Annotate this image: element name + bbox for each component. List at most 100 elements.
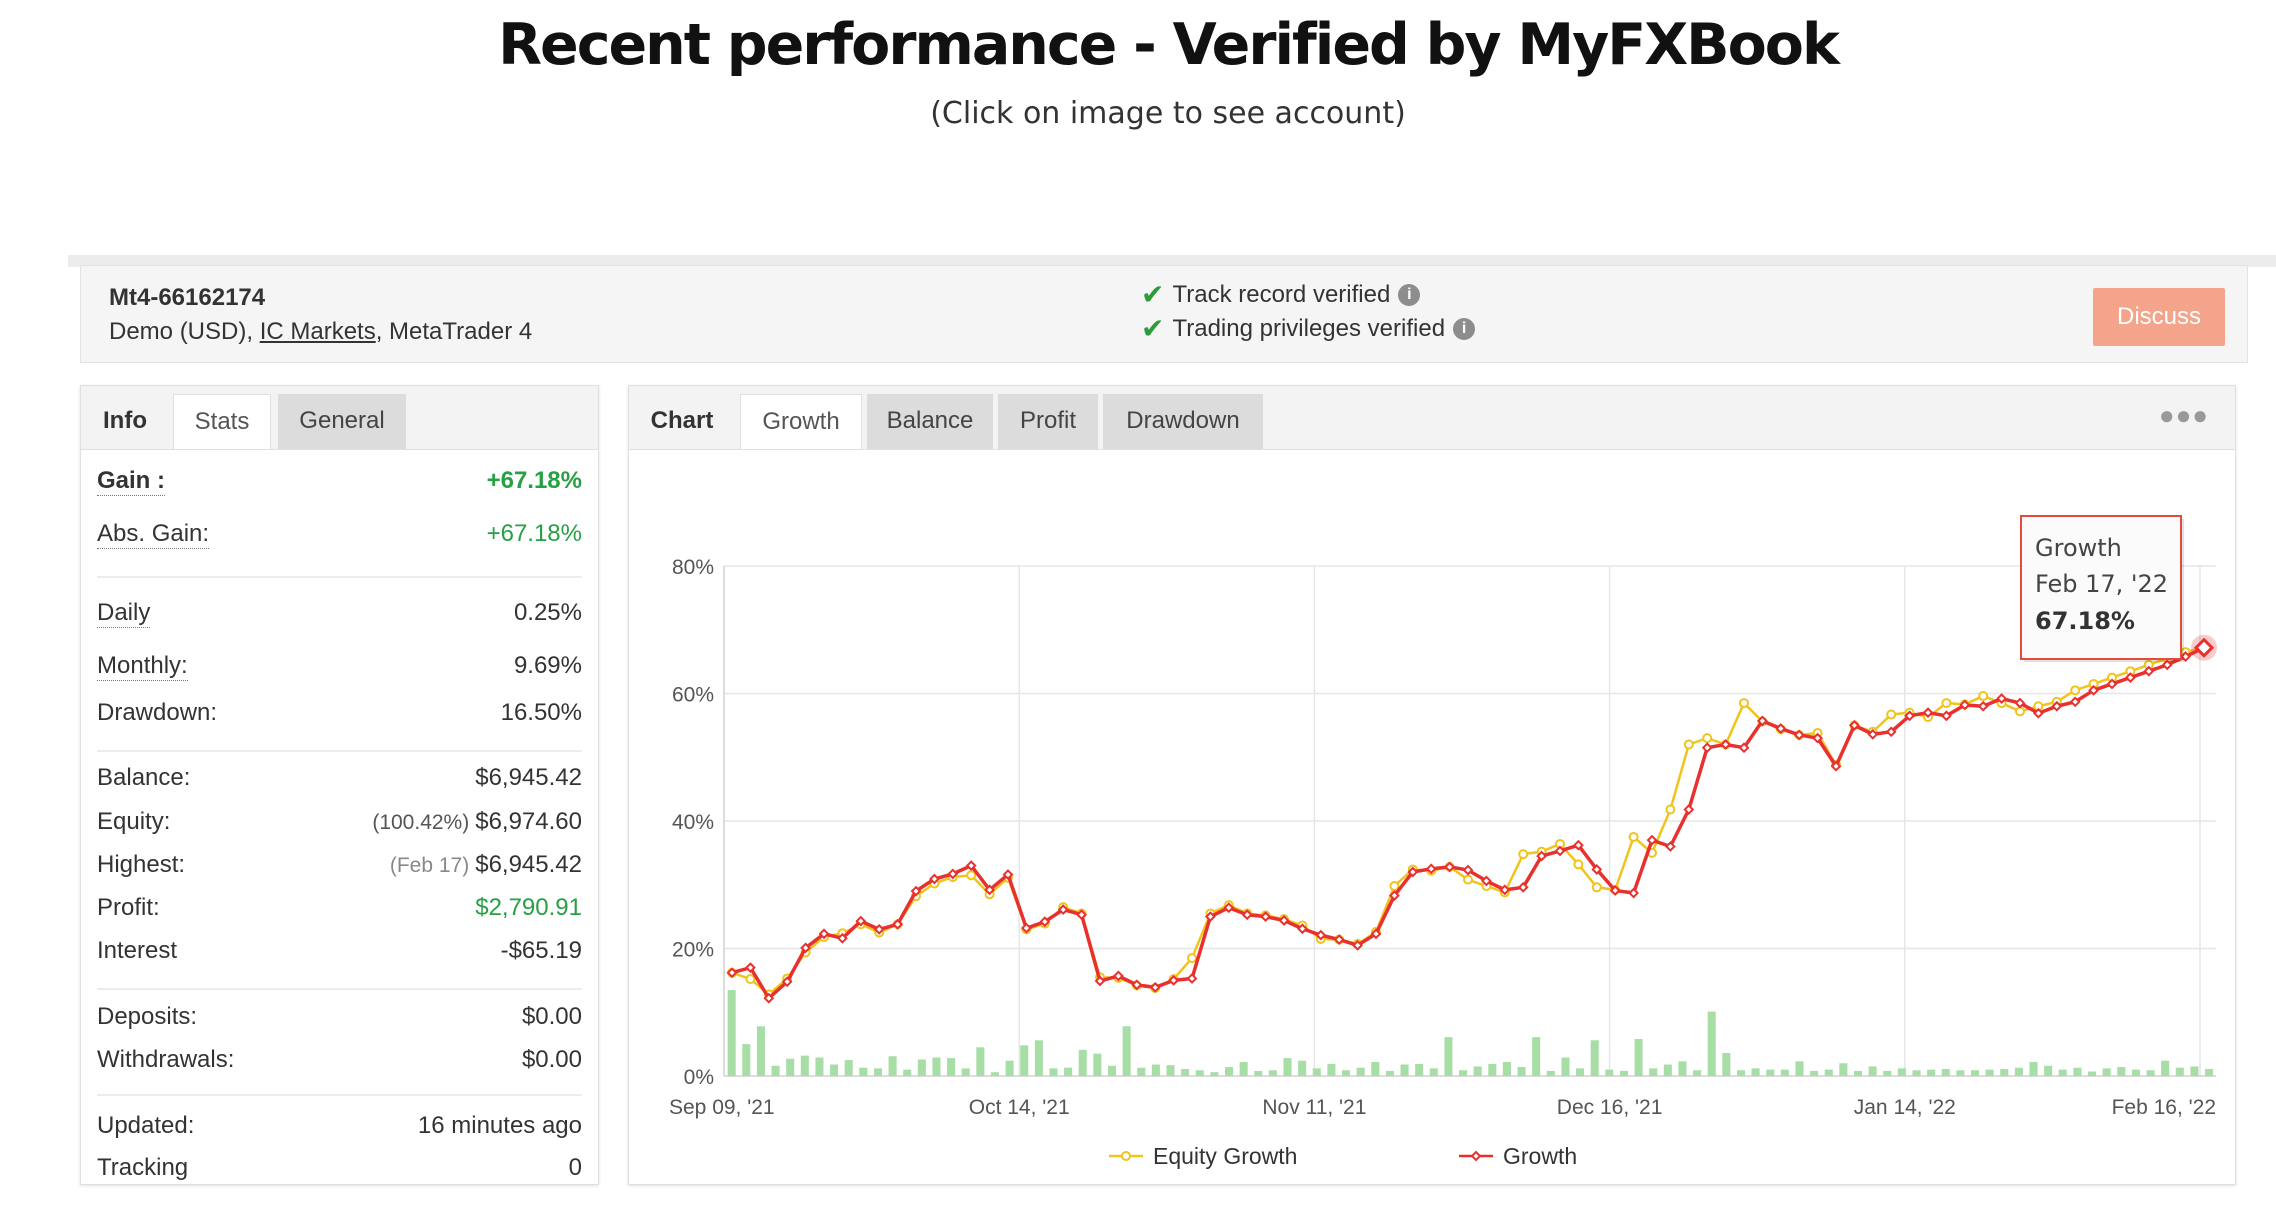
growth-point (1480, 875, 1492, 887)
daily-bar (1356, 1067, 1365, 1076)
daily-bar (1678, 1061, 1687, 1076)
stat-profit: Profit: $2,790.91 (97, 894, 582, 928)
daily-bar (1576, 1068, 1585, 1076)
daily-bar (1722, 1053, 1731, 1076)
daily-bar (1005, 1060, 1014, 1076)
growth-point (1646, 834, 1658, 846)
daily-bar (1239, 1061, 1248, 1076)
daily-bar (1736, 1070, 1745, 1076)
growth-point (2161, 659, 2173, 671)
gain-label: Gain : (97, 467, 166, 496)
daily-bar (1927, 1069, 1936, 1076)
equity-growth-point (1739, 698, 1749, 709)
equity-label: Equity: (97, 808, 171, 835)
daily-bar (2146, 1070, 2155, 1076)
daily-bar (1810, 1070, 1819, 1076)
account-type: Demo (USD), (109, 318, 254, 345)
tab-balance[interactable]: Balance (867, 394, 993, 449)
tab-stats[interactable]: Stats (173, 394, 271, 449)
equity-growth-point (2070, 685, 2081, 696)
daily-bar (1517, 1067, 1526, 1076)
daily-bar (2117, 1067, 2126, 1076)
stat-drawdown: Drawdown: 16.50% (97, 699, 582, 733)
interest-label: Interest (97, 937, 178, 964)
equity-growth-point (1389, 881, 1400, 892)
daily-bar (1941, 1068, 1950, 1076)
growth-point (1756, 715, 1768, 727)
growth-point (1885, 726, 1897, 738)
growth-point (1020, 922, 1032, 934)
daily-bar (1751, 1068, 1760, 1076)
daily-bar (1298, 1060, 1307, 1076)
daily-bar (2175, 1067, 2184, 1076)
gain-value: +67.18% (486, 467, 582, 494)
withdrawals-label: Withdrawals: (97, 1046, 235, 1073)
drawdown-label: Drawdown: (97, 699, 218, 726)
daily-bar (1970, 1070, 1980, 1076)
tab-general[interactable]: General (278, 394, 406, 449)
daily-bar (1605, 1069, 1614, 1076)
tab-drawdown[interactable]: Drawdown (1103, 394, 1263, 449)
growth-point (1186, 973, 1198, 984)
daily-bar (1137, 1067, 1146, 1076)
discuss-button[interactable]: Discuss (2093, 288, 2225, 346)
growth-point (910, 885, 922, 897)
info-icon[interactable]: i (1453, 317, 1476, 340)
daily-bar (844, 1060, 853, 1076)
daily-bar (976, 1047, 985, 1076)
growth-point (1094, 975, 1106, 987)
growth-point (1701, 742, 1713, 754)
deposits-value: $0.00 (521, 1003, 582, 1030)
daily-bar (1166, 1065, 1175, 1076)
growth-point (1370, 928, 1382, 940)
stat-updated: Updated: 16 minutes ago (97, 1112, 582, 1146)
daily-bar (742, 1044, 751, 1076)
growth-point (1940, 710, 1952, 722)
growth-point (1333, 934, 1345, 945)
growth-point (1315, 929, 1327, 941)
tab-chart[interactable]: Chart (650, 407, 714, 434)
legend-equity-label: Equity Growth (1153, 1143, 1297, 1169)
broker-link[interactable]: IC Markets (259, 318, 376, 345)
x-tick-label: Feb 16, '22 (2112, 1096, 2216, 1119)
daily-bar (1546, 1070, 1555, 1076)
track-record-verified: ✔ Track record verified i (1141, 278, 1421, 311)
tab-info[interactable]: Info (103, 407, 147, 434)
daily-bar (1078, 1049, 1087, 1076)
y-tick-label: 0% (684, 1066, 714, 1089)
growth-point (836, 932, 848, 944)
growth-point (1683, 804, 1695, 815)
tracking-value: 0 (568, 1154, 582, 1181)
equity-value: $6,974.60 (475, 808, 582, 835)
equity-growth-point (1591, 882, 1602, 893)
daily-bar (2205, 1068, 2214, 1076)
growth-point (1352, 939, 1364, 951)
tab-growth[interactable]: Growth (740, 394, 862, 449)
updated-label: Updated: (97, 1112, 195, 1139)
growth-point (873, 923, 885, 935)
growth-point (855, 915, 867, 927)
growth-point (1775, 723, 1787, 734)
info-icon[interactable]: i (1398, 283, 1421, 306)
daily-bar (961, 1068, 970, 1076)
equity-growth-point (1702, 733, 1713, 744)
tab-profit[interactable]: Profit (998, 394, 1098, 449)
daily-bar (1868, 1066, 1877, 1076)
stat-highest: Highest: (Feb 17) $6,945.42 (97, 851, 582, 885)
chart-panel: Chart Growth Balance Profit Drawdown ●●●… (628, 385, 2236, 1185)
growth-point (1664, 841, 1676, 852)
y-tick-label: 40% (672, 811, 714, 834)
growth-point (1554, 845, 1566, 857)
daily-bar (1049, 1068, 1058, 1076)
growth-point (763, 992, 775, 1004)
daily-bar (1766, 1069, 1775, 1076)
equity-growth-point (1941, 698, 1952, 709)
ellipsis-icon[interactable]: ●●● (2158, 400, 2209, 430)
growth-point (1720, 739, 1732, 750)
y-tick-label: 80% (672, 556, 714, 579)
equity-growth-point (1683, 739, 1694, 750)
growth-point (1260, 911, 1272, 923)
abs-gain-value: +67.18% (486, 520, 582, 547)
daily-bar (1561, 1057, 1570, 1076)
daily-bar (1883, 1070, 1892, 1076)
